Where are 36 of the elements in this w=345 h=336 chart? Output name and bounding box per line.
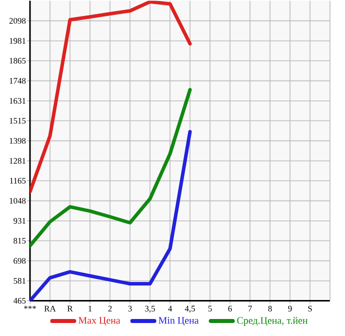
x-tick-label: R [67, 306, 73, 312]
x-tick-label: 6 [228, 306, 232, 312]
legend-label: Min Цена [158, 317, 199, 326]
y-tick-label: 815 [14, 238, 26, 244]
x-tick-label: 7 [248, 306, 252, 312]
x-tick-label: 3 [128, 306, 132, 312]
y-tick-label: 1398 [10, 138, 26, 144]
x-tick-label: 4 [168, 306, 172, 312]
x-tick-label: 9 [288, 306, 292, 312]
x-tick-label: S [308, 306, 312, 312]
y-tick-label: 2098 [9, 18, 26, 24]
x-tick-label: *** [24, 306, 36, 310]
x-tick-label: 4,5 [184, 306, 195, 313]
y-tick-label: 465 [13, 298, 26, 304]
line-series [30, 130, 192, 301]
y-tick-label: 1165 [10, 178, 26, 184]
y-tick-label: 698 [14, 258, 26, 264]
y-tick-label: 581 [14, 278, 26, 284]
y-tick-label: 1631 [10, 98, 26, 104]
x-tick-label: 3,5 [145, 306, 155, 313]
y-tick-label: 931 [14, 218, 26, 224]
y-tick-label: 1048 [10, 198, 26, 204]
y-tick-label: 1748 [10, 78, 26, 84]
x-tick-label: RA [44, 306, 56, 312]
y-tick-label: 1981 [10, 38, 26, 44]
x-tick-label: 5 [208, 306, 212, 312]
line-series [30, 88, 192, 248]
y-tick-label: 1281 [10, 158, 26, 164]
y-tick-label: 1865 [10, 58, 26, 64]
legend-label: Сред.Цена, т.йен [237, 317, 308, 326]
y-tick-label: 1515 [10, 118, 26, 124]
x-tick-label: 8 [268, 306, 272, 312]
x-tick-label: 1 [88, 306, 92, 312]
x-tick-label: 2 [108, 306, 112, 312]
legend-label: Max Цена [78, 317, 120, 326]
line-series [30, 0, 192, 194]
